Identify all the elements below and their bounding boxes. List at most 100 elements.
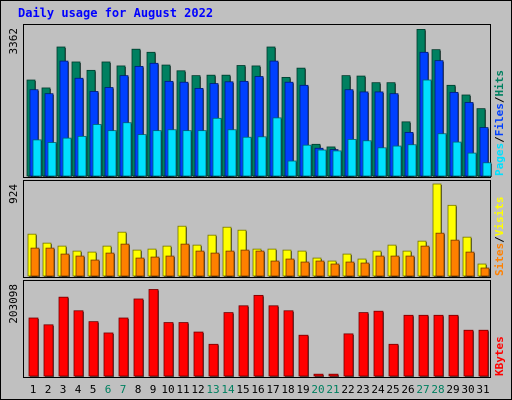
bar-sites-visits-sites-day-29 [450,239,460,277]
bar-kbytes-kbytes-day-14 [223,312,234,377]
bar-hits-files-pages-pages-day-23 [362,140,372,177]
bar-hits-files-pages-pages-day-27 [422,79,432,177]
bar-kbytes-kbytes-day-29 [448,314,459,377]
bar-sites-visits-sites-day-13 [210,252,220,277]
bar-sites-visits-sites-day-21 [330,263,340,277]
legend-sep: / [493,136,506,143]
bar-sites-visits-sites-day-15 [240,249,250,277]
bar-sites-visits-sites-day-31 [480,267,490,277]
bar-sites-visits-sites-day-28 [435,232,445,277]
x-tick-label-16: 16 [251,383,264,396]
bar-sites-visits-sites-day-10 [165,255,175,277]
bar-sites-visits-sites-day-11 [180,243,190,277]
bar-hits-files-pages-pages-day-28 [437,133,447,177]
bar-sites-visits-sites-day-7 [120,243,130,277]
bars-layer [26,29,492,377]
bar-sites-visits-sites-day-26 [405,255,415,277]
bar-sites-visits-sites-day-1 [30,247,40,277]
bar-kbytes-kbytes-day-31 [478,329,489,377]
bar-kbytes-kbytes-day-21 [328,373,339,377]
bar-hits-files-pages-pages-day-8 [137,134,147,177]
bar-kbytes-kbytes-day-18 [283,310,294,377]
bar-kbytes-kbytes-day-27 [418,314,429,377]
x-tick-label-13: 13 [206,383,219,396]
bar-hits-files-pages-pages-day-21 [332,150,342,177]
hits-max-label: 3362 [7,28,20,55]
x-tick-label-3: 3 [60,383,67,396]
bar-hits-files-pages-pages-day-6 [107,130,117,177]
bar-kbytes-kbytes-day-15 [238,305,249,377]
x-tick-label-2: 2 [45,383,52,396]
bar-hits-files-pages-pages-day-17 [272,117,282,177]
bar-sites-visits-sites-day-19 [300,261,310,277]
bar-hits-files-pages-pages-day-2 [47,142,57,177]
legend-kbytes: KBytes [493,336,506,376]
bar-kbytes-kbytes-day-7 [118,317,129,377]
legend-sites: Sites [493,243,506,276]
x-tick-label-23: 23 [356,383,369,396]
bar-kbytes-kbytes-day-3 [58,296,69,377]
bar-hits-files-pages-pages-day-1 [32,139,42,177]
bar-kbytes-kbytes-day-24 [373,310,384,377]
bar-kbytes-kbytes-day-23 [358,312,369,377]
chart-title: Daily usage for August 2022 [18,6,213,20]
x-tick-label-24: 24 [371,383,385,396]
bar-kbytes-kbytes-day-25 [388,343,399,377]
bar-kbytes-kbytes-day-19 [298,334,309,377]
bar-sites-visits-sites-day-5 [90,259,100,277]
x-tick-label-4: 4 [75,383,82,396]
bar-hits-files-pages-pages-day-31 [482,162,492,177]
bar-kbytes-kbytes-day-2 [43,324,54,377]
hits-legend: Pages/Files/Hits [493,70,506,176]
bar-sites-visits-sites-day-22 [345,261,355,277]
bar-hits-files-pages-pages-day-30 [467,152,477,177]
x-tick-label-22: 22 [341,383,354,396]
bar-hits-files-pages-pages-day-3 [62,137,72,177]
bar-hits-files-pages-pages-day-9 [152,130,162,177]
x-tick-label-11: 11 [176,383,189,396]
x-axis-labels: 1 2 3 4 5 6 7 8 9 10 11 12 13 14 15 16 17 18 19 20 21 22 23 24 2… [30,383,490,396]
legend-pages: Pages [493,143,506,176]
bar-hits-files-pages-pages-day-25 [392,145,402,177]
x-tick-label-26: 26 [401,383,414,396]
bar-hits-files-pages-pages-day-10 [167,129,177,177]
x-tick-label-10: 10 [161,383,174,396]
bar-kbytes-kbytes-day-30 [463,329,474,377]
bar-sites-visits-sites-day-9 [150,256,160,277]
bar-hits-files-pages-pages-day-16 [257,136,267,177]
x-tick-label-28: 28 [431,383,444,396]
x-tick-label-19: 19 [296,383,309,396]
bar-hits-files-pages-pages-day-14 [227,129,237,177]
bar-sites-visits-sites-day-14 [225,250,235,277]
bar-kbytes-kbytes-day-12 [193,331,204,377]
bar-hits-files-pages-pages-day-26 [407,144,417,177]
bar-hits-files-pages-pages-day-18 [287,160,297,177]
bar-kbytes-kbytes-day-17 [268,305,279,377]
sites-max-label: 924 [7,184,20,204]
bar-hits-files-pages-pages-day-7 [122,122,132,177]
x-tick-label-18: 18 [281,383,294,396]
bar-hits-files-pages-pages-day-13 [212,117,222,177]
bar-sites-visits-sites-day-16 [255,250,265,277]
bar-kbytes-kbytes-day-22 [343,333,354,377]
bar-sites-visits-sites-day-17 [270,260,280,277]
bar-hits-files-pages-pages-day-24 [377,147,387,177]
bar-hits-files-pages-pages-day-19 [302,144,312,177]
bar-sites-visits-sites-day-18 [285,258,295,277]
bar-sites-visits-sites-day-30 [465,251,475,277]
x-tick-label-17: 17 [266,383,279,396]
bar-hits-files-pages-pages-day-4 [77,135,87,177]
bar-kbytes-kbytes-day-26 [403,314,414,377]
x-tick-label-21: 21 [326,383,339,396]
kbytes-legend: KBytes [493,336,506,376]
bar-kbytes-kbytes-day-5 [88,321,99,377]
x-tick-label-15: 15 [236,383,249,396]
x-tick-label-12: 12 [191,383,204,396]
kbytes-max-label: 203098 [7,284,20,324]
legend-sep: / [493,236,506,243]
bar-hits-files-pages-pages-day-12 [197,130,207,177]
bar-kbytes-kbytes-day-9 [148,289,159,377]
x-tick-label-7: 7 [120,383,127,396]
